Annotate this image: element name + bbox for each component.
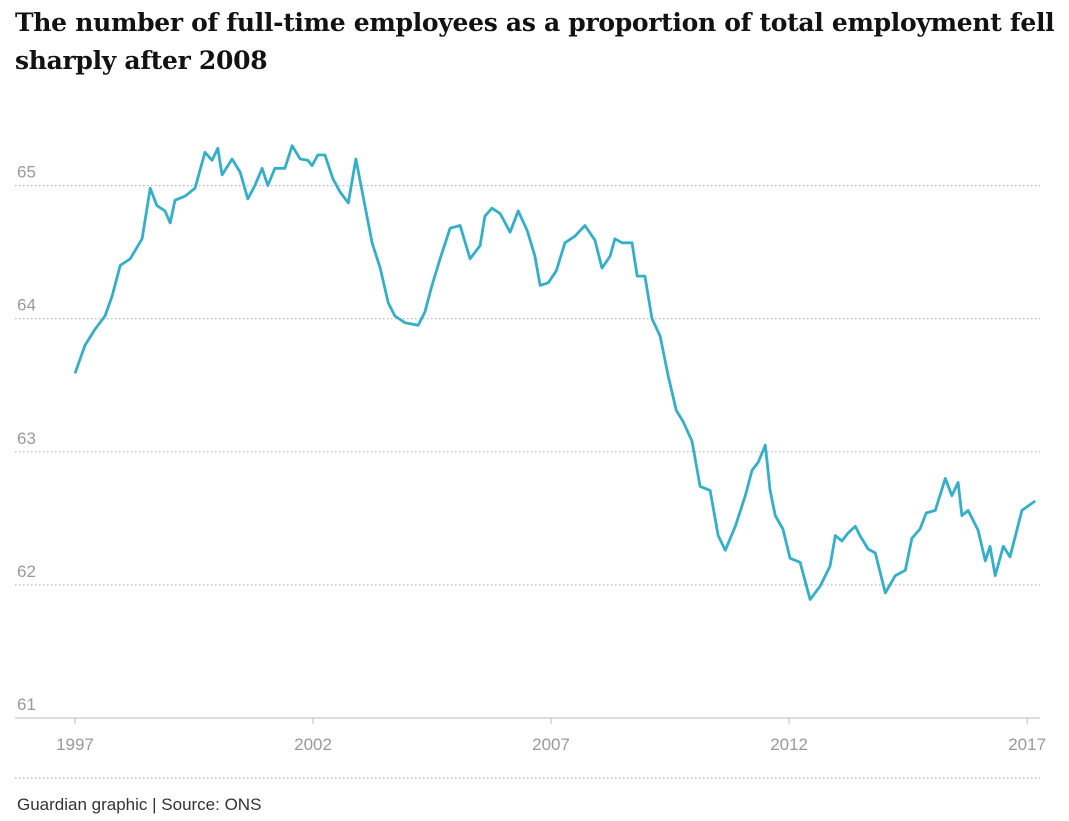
y-tick-label: 61 <box>17 695 36 714</box>
x-tick-label: 2007 <box>532 735 570 754</box>
y-tick-label: 63 <box>17 429 36 448</box>
x-tick-label: 1997 <box>56 735 94 754</box>
x-tick-label: 2002 <box>294 735 332 754</box>
y-tick-label: 62 <box>17 562 36 581</box>
y-tick-label: 65 <box>17 163 36 182</box>
x-tick-label: 2017 <box>1008 735 1046 754</box>
source: Guardian graphic | Source: ONS <box>17 795 262 814</box>
y-tick-label: 64 <box>17 296 36 315</box>
data-line <box>73 144 1037 601</box>
chart-title: The number of full-time employees as a p… <box>15 8 1055 75</box>
x-tick-label: 2012 <box>770 735 808 754</box>
